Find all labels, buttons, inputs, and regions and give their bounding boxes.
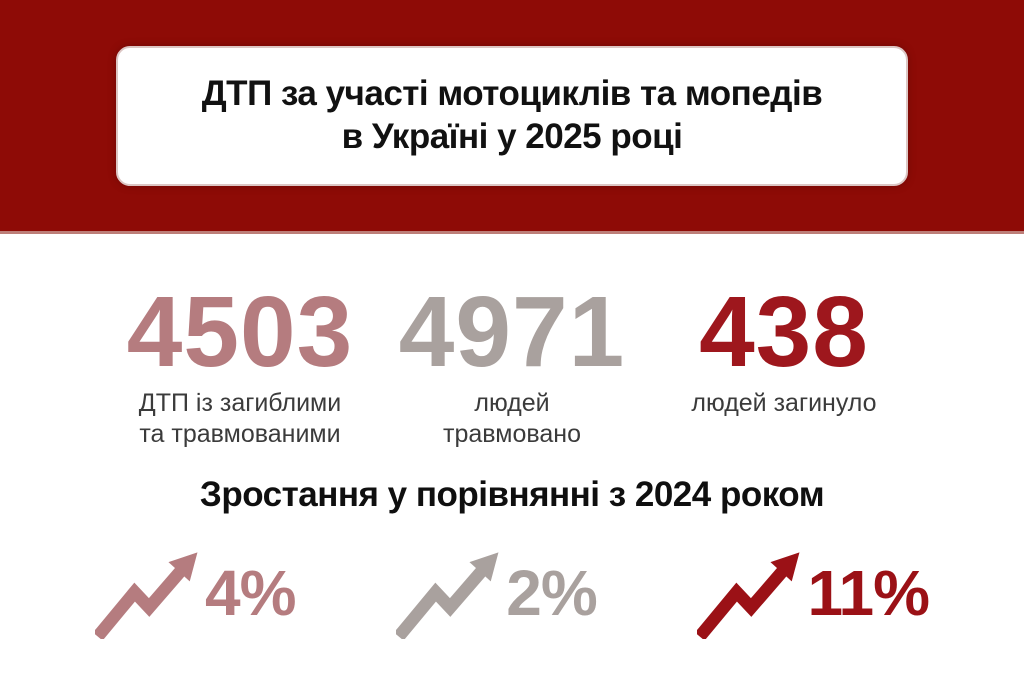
stat-injured: 4971 людей травмовано bbox=[376, 276, 648, 449]
stat-accidents-label-line-2: та травмованими bbox=[139, 419, 341, 448]
trend-accidents: 4% bbox=[95, 549, 296, 639]
trend-injured: 2% bbox=[396, 549, 598, 639]
stat-accidents-label-line-1: ДТП із загиблими bbox=[138, 389, 342, 417]
trend-up-arrow-icon bbox=[95, 549, 211, 639]
comparison-heading: Зростання у порівнянні з 2024 роком bbox=[199, 475, 825, 514]
stat-killed-value: 438 bbox=[699, 276, 869, 388]
stat-killed-label-line-1: людей загинуло bbox=[691, 389, 877, 417]
title-line-1: ДТП за участі мотоциклів та мопедів bbox=[201, 73, 823, 113]
trend-up-arrow-icon bbox=[396, 549, 512, 639]
stat-accidents: 4503 ДТП із загиблими та травмованими bbox=[104, 276, 376, 449]
stat-accidents-label: ДТП із загиблими та травмованими bbox=[104, 388, 376, 449]
stat-killed-label: людей загинуло bbox=[648, 388, 920, 419]
title-box: ДТП за участі мотоциклів та мопедів в Ук… bbox=[116, 45, 908, 186]
trend-up-arrow-icon bbox=[697, 549, 813, 639]
stat-injured-label-line-1: людей bbox=[474, 389, 550, 417]
trend-killed-value: 11% bbox=[807, 557, 930, 629]
stat-injured-label-line-2: травмовано bbox=[443, 419, 581, 448]
stat-accidents-value: 4503 bbox=[126, 276, 354, 388]
trend-injured-value: 2% bbox=[506, 557, 597, 629]
header-banner: ДТП за участі мотоциклів та мопедів в Ук… bbox=[0, 0, 1024, 234]
trend-killed: 11% bbox=[697, 549, 930, 639]
trends-row: 4% 2% 11% bbox=[0, 549, 1024, 639]
stat-killed: 438 людей загинуло bbox=[648, 276, 920, 449]
stat-injured-label: людей травмовано bbox=[376, 388, 648, 449]
trend-accidents-value: 4% bbox=[205, 557, 296, 629]
stat-injured-value: 4971 bbox=[398, 276, 626, 388]
page-title: ДТП за участі мотоциклів та мопедів в Ук… bbox=[202, 73, 823, 158]
title-line-2: в Україні у 2025 році bbox=[341, 116, 683, 156]
stats-row: 4503 ДТП із загиблими та травмованими 49… bbox=[0, 276, 1024, 449]
